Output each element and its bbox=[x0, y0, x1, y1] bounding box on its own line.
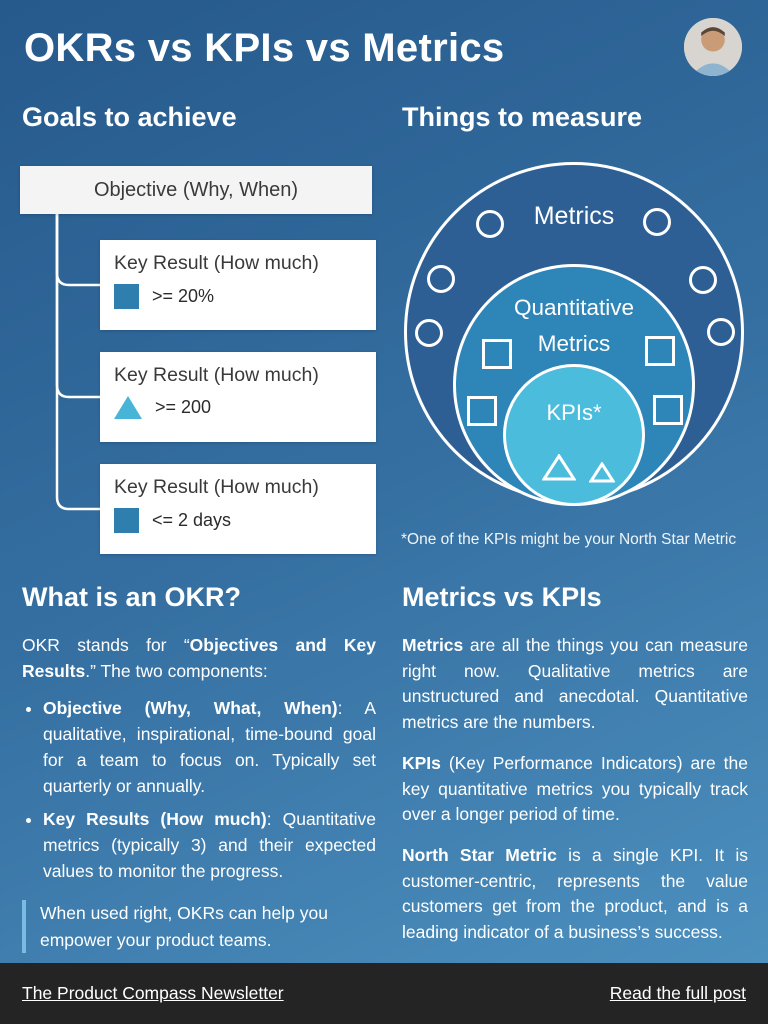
metrics-circle-label: Metrics bbox=[533, 202, 615, 230]
metrics-vs-kpis-section: Metrics vs KPIs Metrics are all the thin… bbox=[402, 582, 748, 961]
okr-intro-part2: .” The two components: bbox=[85, 660, 268, 681]
circle-marker-icon bbox=[689, 266, 717, 294]
okr-section-heading: What is an OKR? bbox=[22, 582, 242, 612]
square-marker-icon bbox=[467, 396, 497, 426]
square-marker-icon bbox=[482, 339, 512, 369]
north-star-paragraph: North Star Metric is a single KPI. It is… bbox=[402, 843, 748, 946]
okr-components-list: Objective (Why, What, When): A qualitati… bbox=[22, 696, 376, 884]
square-marker-icon bbox=[653, 395, 683, 425]
square-marker-icon bbox=[645, 336, 675, 366]
circle-marker-icon bbox=[707, 318, 735, 346]
okr-bullet-objective: Objective (Why, What, When): A qualitati… bbox=[43, 696, 376, 799]
key-result-box: Key Result (How much) >= 200 bbox=[100, 352, 376, 442]
page-title: OKRs vs KPIs vs Metrics bbox=[24, 26, 505, 70]
triangle-marker-icon bbox=[542, 454, 576, 481]
key-result-value: <= 2 days bbox=[152, 510, 232, 530]
okr-bullet-key-results: Key Results (How much): Quantitative met… bbox=[43, 807, 376, 884]
key-result-box: Key Result (How much) >= 20% bbox=[100, 240, 376, 330]
metrics-text: are all the things you can measure right… bbox=[402, 635, 748, 733]
read-full-post-link[interactable]: Read the full post bbox=[609, 983, 746, 1003]
kpis-label: KPIs* bbox=[546, 400, 602, 425]
circle-marker-icon bbox=[643, 208, 671, 236]
square-icon bbox=[114, 284, 139, 309]
objective-label: Objective (Why, When) bbox=[93, 178, 299, 201]
key-result-label: Key Result (How much) bbox=[114, 476, 319, 498]
key-result-value-row: <= 2 days bbox=[114, 508, 362, 533]
footer-bar: The Product Compass Newsletter Read the … bbox=[0, 963, 768, 1024]
square-icon bbox=[114, 508, 139, 533]
okr-intro-bold: Objectives and Key Results bbox=[22, 635, 376, 681]
okr-quote: When used right, OKRs can help you empow… bbox=[22, 900, 376, 953]
quantitative-metrics-label: Quantitative Metrics bbox=[453, 290, 695, 362]
kpis-circle bbox=[503, 364, 645, 506]
okr-bullet-objective-text: : A qualitative, inspirational, time-bou… bbox=[43, 698, 376, 796]
okr-bullet-key-results-text: : Quantitative metrics (typically 3) and… bbox=[43, 809, 376, 881]
key-result-value: >= 200 bbox=[155, 397, 212, 417]
triangle-icon bbox=[114, 396, 142, 419]
circle-marker-icon bbox=[415, 319, 443, 347]
kpis-paragraph: KPIs (Key Performance Indicators) are th… bbox=[402, 751, 748, 828]
kpis-text: (Key Performance Indicators) are the key… bbox=[402, 752, 748, 825]
okr-intro-part1: OKR stands for “ bbox=[22, 635, 190, 655]
goals-tree: Objective (Why, When) Key Result (How mu… bbox=[20, 166, 376, 556]
kpis-term: KPIs bbox=[402, 752, 441, 773]
circle-marker-icon bbox=[427, 265, 455, 293]
north-star-text: is a single KPI. It is customer-centric,… bbox=[402, 845, 749, 943]
north-star-term: North Star Metric bbox=[402, 845, 557, 866]
objective-box: Objective (Why, When) bbox=[20, 166, 372, 214]
quantitative-metrics-label-line1: Quantitative bbox=[513, 295, 635, 320]
circle-marker-icon bbox=[476, 210, 504, 238]
okr-intro-paragraph: OKR stands for “Objectives and Key Resul… bbox=[22, 633, 376, 684]
key-result-box: Key Result (How much) <= 2 days bbox=[100, 464, 376, 554]
north-star-footnote: *One of the KPIs might be your North Sta… bbox=[401, 531, 737, 548]
metrics-term: Metrics bbox=[402, 635, 464, 655]
tree-connector-lines bbox=[55, 214, 100, 511]
key-result-value-row: >= 200 bbox=[114, 396, 362, 419]
quantitative-metrics-label-line2: Metrics bbox=[537, 331, 611, 356]
nested-circles-diagram: Metrics Quantitative Metrics KPIs* bbox=[402, 162, 748, 510]
key-result-value: >= 20% bbox=[152, 286, 215, 306]
key-result-label: Key Result (How much) bbox=[114, 252, 319, 274]
key-result-label: Key Result (How much) bbox=[114, 364, 319, 386]
okr-bullet-objective-term: Objective (Why, What, When) bbox=[43, 698, 338, 719]
okr-definition-section: What is an OKR? OKR stands for “Objectiv… bbox=[22, 582, 376, 953]
measure-heading: Things to measure bbox=[402, 102, 643, 132]
avatar-illustration bbox=[684, 18, 742, 76]
metrics-section-heading: Metrics vs KPIs bbox=[402, 582, 602, 612]
okr-bullet-key-results-term: Key Results (How much) bbox=[43, 809, 267, 830]
newsletter-link[interactable]: The Product Compass Newsletter bbox=[22, 983, 284, 1003]
key-result-value-row: >= 20% bbox=[114, 284, 362, 309]
goals-heading: Goals to achieve bbox=[22, 102, 237, 132]
avatar bbox=[684, 18, 742, 76]
triangle-marker-icon bbox=[589, 462, 615, 483]
metrics-paragraph: Metrics are all the things you can measu… bbox=[402, 633, 748, 736]
